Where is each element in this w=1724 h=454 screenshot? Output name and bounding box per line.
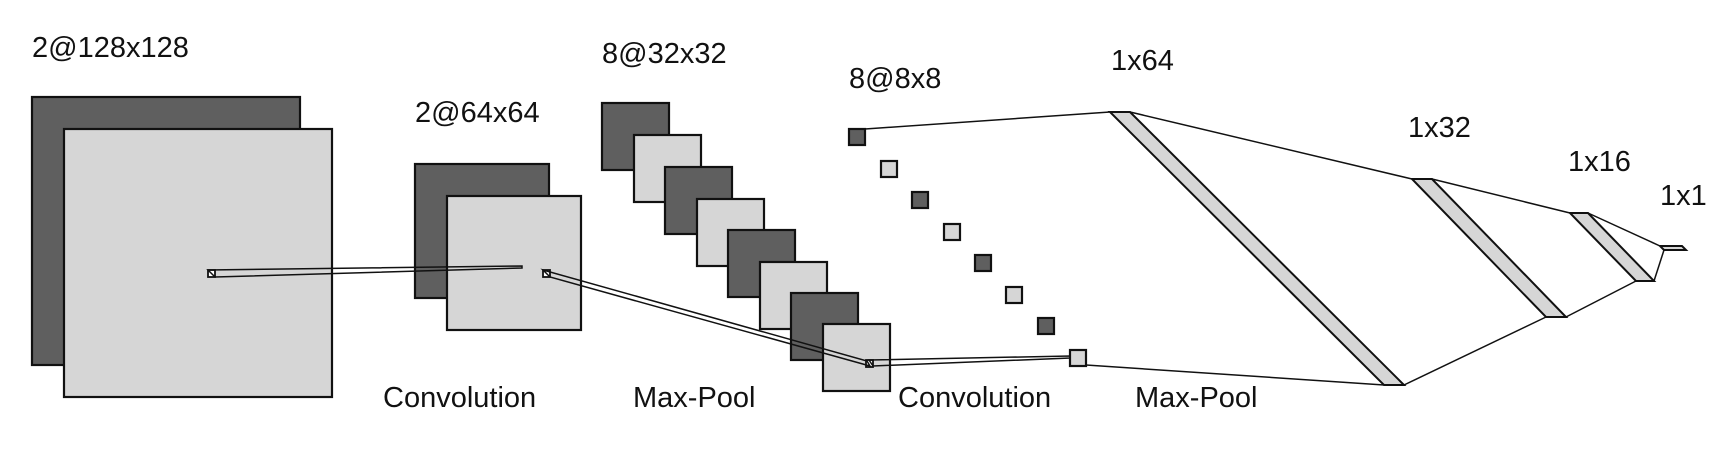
conv2-map-5 [973,253,993,273]
connector-conv1-pool1 [540,268,872,368]
connector-fc32-fc16-top [1431,178,1571,214]
conv2-map-7 [1036,316,1056,336]
label-op-maxpool-1: Max-Pool [633,382,756,414]
conv2-map-6 [1004,285,1024,305]
label-fc64-layer: 1x64 [1111,45,1174,77]
connector-fc16-out-bottom [1653,249,1665,282]
label-conv1-layer: 2@64x64 [415,97,540,129]
connector-fc64-fc32-bottom [1403,316,1547,386]
conv1-layer [413,162,583,332]
label-pool1-layer: 8@32x32 [602,38,727,70]
conv2-map-1 [847,127,867,147]
label-fc16-layer: 1x16 [1568,146,1631,178]
connector-pool1-conv2 [867,355,1071,367]
label-op-maxpool-2: Max-Pool [1135,382,1258,414]
conv2-map-8 [1068,348,1088,368]
label-op-convolution-2: Convolution [898,382,1051,414]
label-output-layer: 1x1 [1660,180,1707,212]
conv1-map-front [445,194,583,332]
fc64-bar [1107,111,1407,386]
conv2-map-2 [879,159,899,179]
connector-fc16-out-top [1587,212,1661,247]
connector-conv2-fc64-top [864,111,1111,130]
conv2-map-4 [942,222,962,242]
pool1-layer [600,101,892,393]
label-conv2-layer: 8@8x8 [849,63,941,95]
conv2-layer [847,127,1088,368]
input-map-front [62,127,334,399]
output-layer [1587,212,1689,282]
connector-input-conv1 [206,265,523,278]
connector-conv2-fc64-bottom [1085,364,1385,386]
connector-fc32-fc16-bottom [1565,280,1637,318]
conv2-map-3 [910,190,930,210]
fc32-bar [1409,178,1569,318]
fc64-layer [864,111,1407,386]
connector-fc64-fc32-top [1129,111,1413,180]
output-bar [1657,245,1689,251]
label-input-layer: 2@128x128 [32,32,189,64]
label-fc32-layer: 1x32 [1408,112,1471,144]
input-layer [30,95,334,399]
label-op-convolution-1: Convolution [383,382,536,414]
